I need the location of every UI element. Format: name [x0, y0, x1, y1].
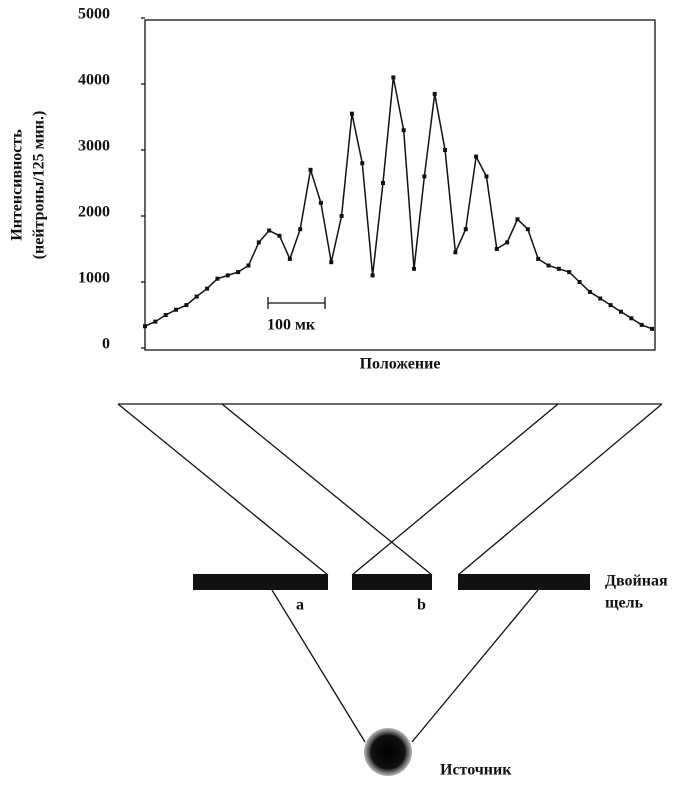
data-point [215, 276, 220, 281]
y-tick-label: 5000 [78, 6, 110, 23]
slit-wall [352, 574, 432, 590]
x-axis-label: Положение [360, 356, 441, 373]
data-point [401, 128, 406, 133]
plot-frame [144, 19, 656, 351]
scale-bar-label: 100 мк [267, 317, 316, 334]
data-point [256, 240, 261, 245]
data-point [370, 273, 375, 278]
data-point [536, 256, 541, 261]
data-point [329, 260, 334, 265]
ray [117, 403, 329, 576]
source-label: Источник [440, 762, 512, 779]
data-point [205, 286, 210, 291]
data-point [236, 270, 241, 275]
data-point [422, 174, 427, 179]
data-point [608, 303, 613, 308]
data-point [153, 319, 158, 324]
data-point [546, 263, 551, 268]
data-point [443, 148, 448, 152]
data-point [618, 309, 623, 314]
data-point [380, 181, 385, 185]
scale-bar [267, 297, 326, 309]
data-point [494, 247, 499, 251]
data-point [277, 233, 282, 238]
double-slit-label: Двойная [605, 573, 668, 590]
ray [457, 403, 663, 576]
ray [271, 589, 366, 743]
data-point [525, 227, 530, 232]
y-tick-label: 0 [102, 336, 110, 353]
data-point [515, 217, 520, 222]
y-tick-label: 1000 [78, 270, 110, 287]
data-line [144, 77, 653, 330]
data-point [143, 324, 147, 329]
data-point [391, 75, 396, 80]
data-point [463, 227, 468, 232]
data-point [412, 266, 417, 271]
data-point [577, 280, 582, 284]
data-point [505, 240, 510, 245]
data-point [339, 214, 344, 218]
data-point [650, 326, 654, 331]
y-axis-label: Интенсивность [9, 129, 26, 241]
y-tick-label: 2000 [78, 204, 110, 221]
data-point [267, 228, 272, 233]
data-point [246, 263, 251, 268]
data-point [587, 289, 592, 294]
y-tick-label: 3000 [78, 138, 110, 155]
data-point [163, 313, 168, 317]
data-point [174, 307, 179, 312]
data-point [298, 227, 303, 232]
ray [221, 403, 433, 576]
data-point [349, 111, 354, 116]
data-point [639, 322, 644, 327]
data-point [318, 200, 323, 205]
data-point [453, 250, 458, 255]
data-point [194, 294, 199, 299]
data-point [184, 303, 189, 308]
data-point [360, 161, 365, 166]
data-point [474, 154, 479, 159]
data-point [287, 256, 292, 261]
data-point [567, 270, 572, 275]
source [364, 728, 412, 776]
diagram [117, 403, 663, 776]
data-point [556, 266, 561, 271]
ray [411, 589, 539, 743]
slit-label: a [296, 597, 304, 614]
slit-label: b [417, 597, 426, 614]
data-point [629, 316, 634, 321]
data-point [308, 167, 313, 172]
double-slit-label: щель [605, 595, 644, 612]
data-point [225, 273, 230, 278]
slit-wall [193, 574, 328, 590]
data-point [598, 296, 603, 301]
y-tick-label: 4000 [78, 72, 110, 89]
data-point [432, 91, 437, 96]
y-axis-label: (нейтроны/125 мин.) [31, 111, 48, 260]
slit-wall [458, 574, 590, 590]
data-point [484, 174, 489, 179]
ray [351, 403, 559, 576]
